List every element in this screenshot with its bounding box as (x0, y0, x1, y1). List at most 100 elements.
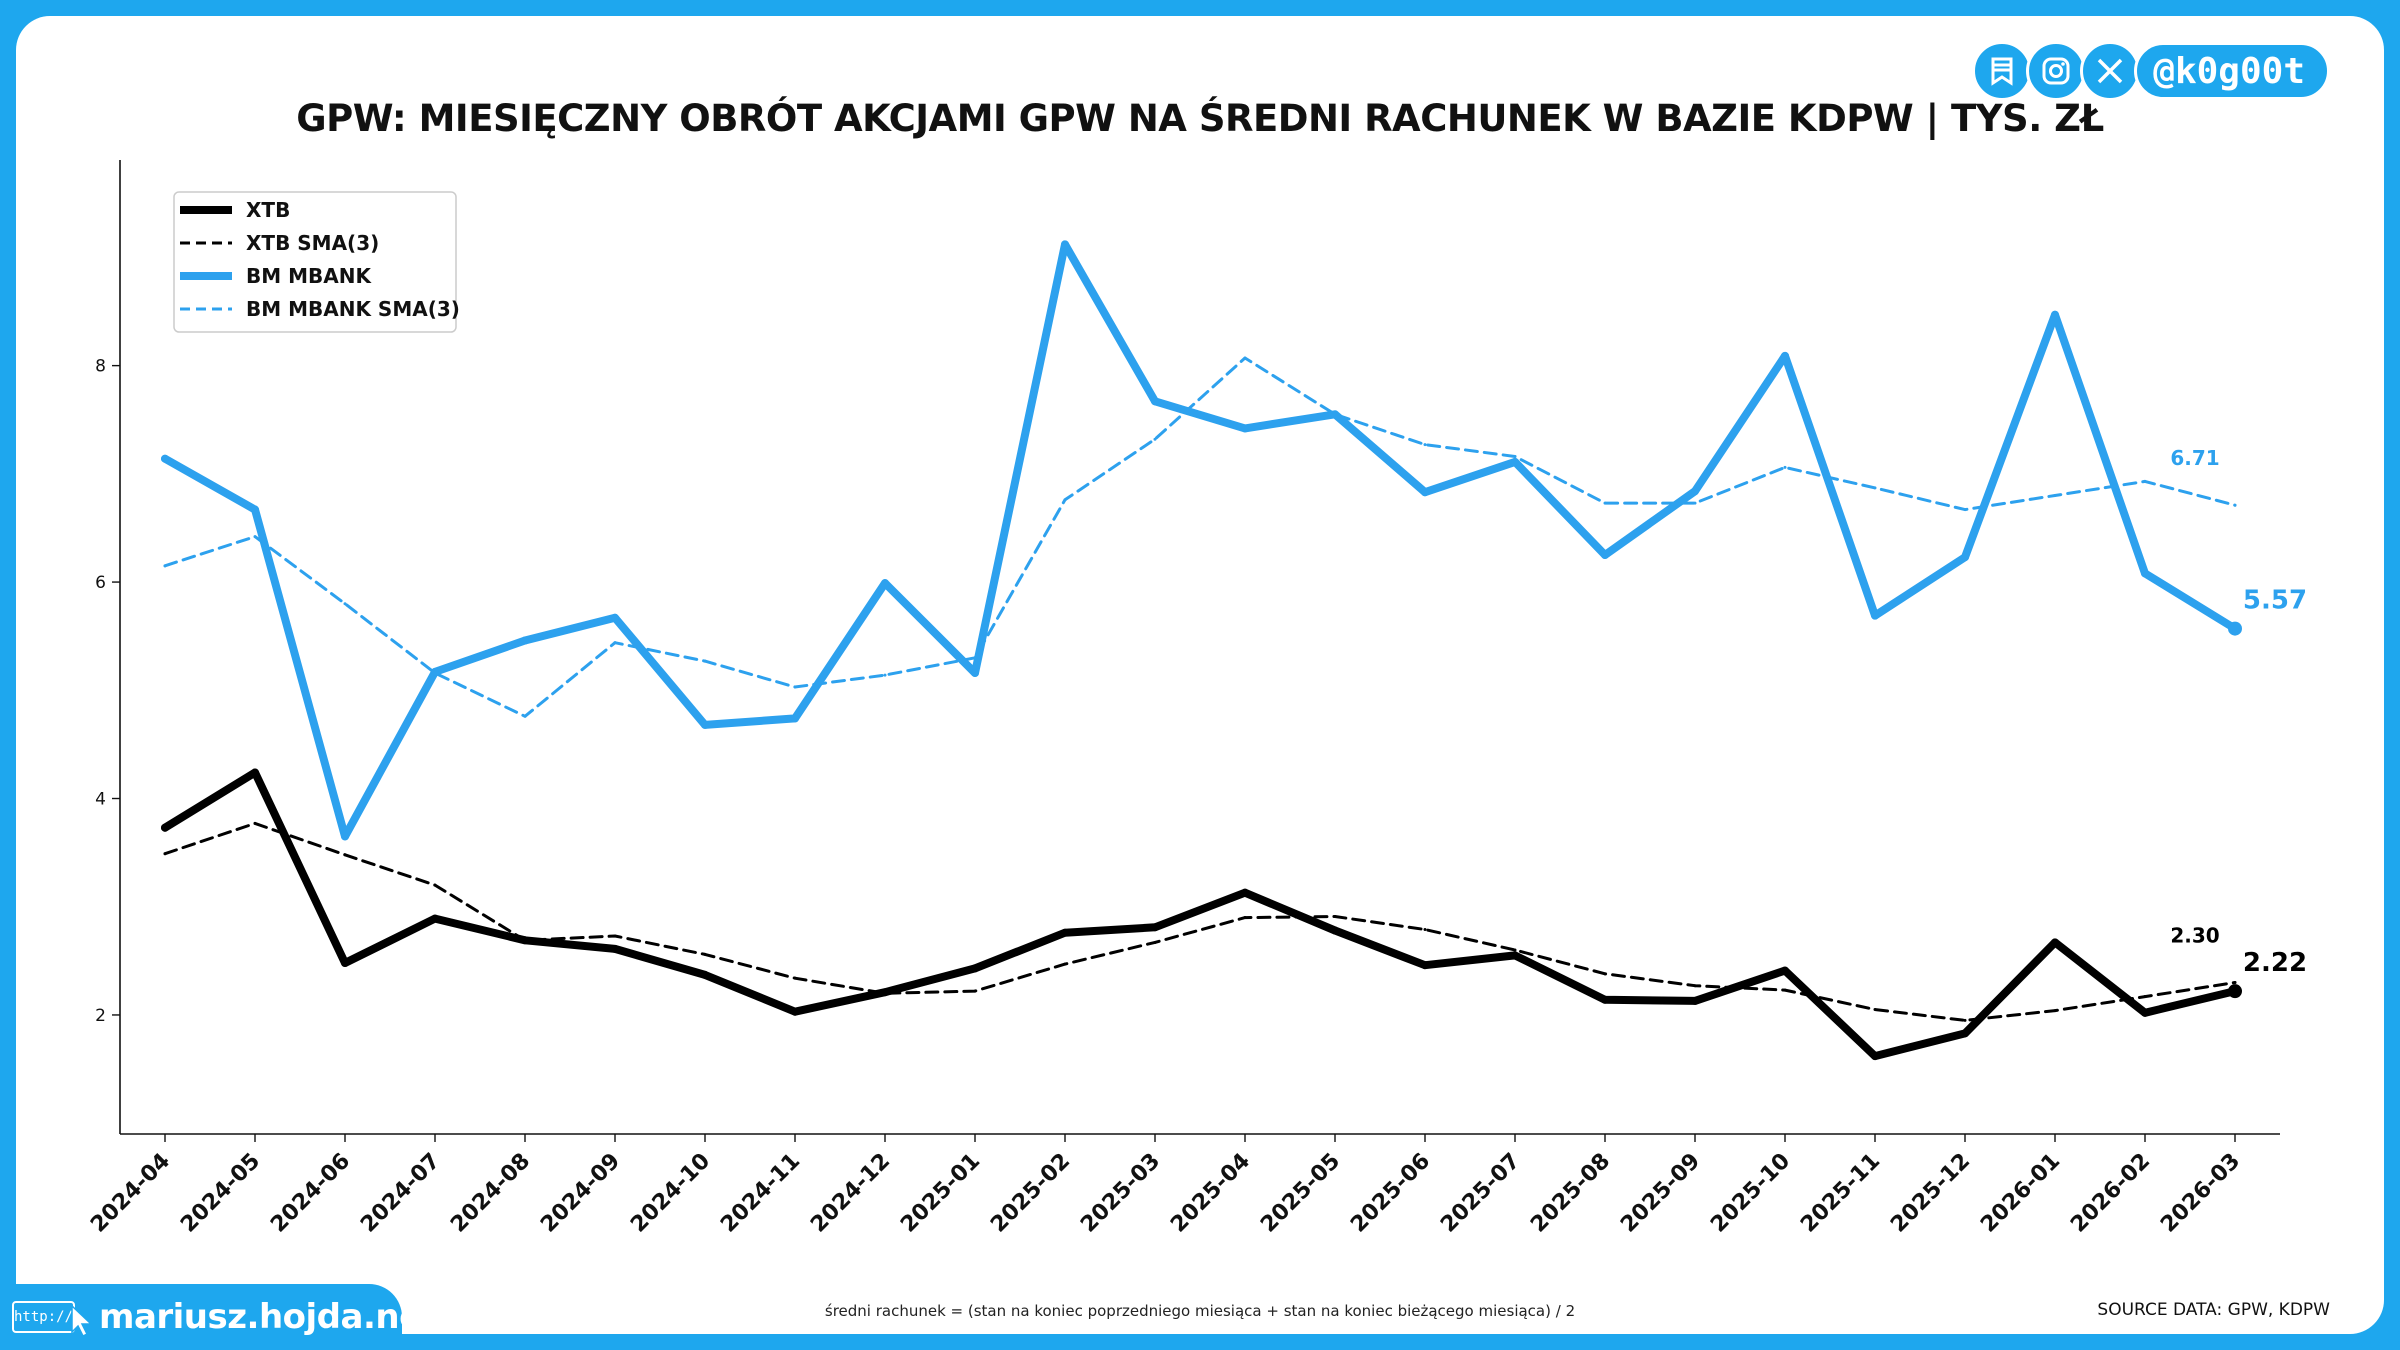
website-name: mariusz.hojda.net (99, 1297, 438, 1337)
data-point (1421, 488, 1429, 497)
data-point (1511, 951, 1519, 960)
data-point (1513, 455, 1517, 459)
chart-legend: XTB XTB SMA(3) BM MBANK BM MBANK SMA(3) (173, 191, 460, 333)
data-point (881, 988, 889, 997)
data-point (1513, 948, 1517, 952)
end-value-label: 6.71 (2170, 446, 2219, 470)
end-point-marker (2228, 984, 2242, 999)
data-point (883, 673, 887, 677)
data-point (2233, 980, 2237, 984)
x-tick-label: 2025-08 (1526, 1149, 1615, 1238)
data-point (1601, 995, 1609, 1004)
data-point (163, 564, 167, 568)
data-point (611, 944, 619, 953)
x-tick-label: 2024-09 (536, 1149, 625, 1238)
data-point (1153, 437, 1157, 441)
x-tick-label: 2025-01 (896, 1149, 985, 1238)
data-point (971, 668, 979, 677)
x-tick-label: 2024-11 (716, 1149, 805, 1238)
data-point (521, 636, 529, 645)
data-point (431, 914, 439, 923)
chart-title: GPW: MIESIĘCZNY OBRÓT AKCJAMI GPW NA ŚRE… (296, 97, 2104, 140)
data-point (1423, 927, 1427, 931)
data-point (1333, 914, 1337, 918)
data-point (1511, 457, 1519, 466)
data-point (1603, 501, 1607, 505)
x-tick-label: 2025-05 (1256, 1149, 1345, 1238)
data-point (1963, 508, 1967, 512)
social-handle[interactable]: @k0g00t (2134, 42, 2330, 100)
data-point (971, 964, 979, 973)
data-point (433, 883, 437, 887)
x-tick-label: 2024-12 (806, 1149, 895, 1238)
data-point (701, 720, 709, 729)
x-tick-label: 2025-04 (1166, 1149, 1255, 1238)
data-point (2141, 569, 2149, 578)
data-point (1243, 916, 1247, 920)
source-label: SOURCE DATA: GPW, KDPW (2097, 1300, 2330, 1320)
x-tick-label: 2024-08 (446, 1149, 535, 1238)
x-tick-label: 2025-11 (1796, 1149, 1885, 1238)
data-point (161, 454, 169, 463)
data-point (1871, 1052, 1879, 1061)
legend-box (173, 191, 457, 333)
legend-label: BM MBANK (246, 264, 372, 288)
data-point (431, 667, 439, 676)
x-tick-label: 2025-10 (1706, 1149, 1795, 1238)
data-point (1063, 498, 1067, 502)
data-point (1331, 926, 1339, 935)
data-point (341, 959, 349, 968)
series-line-bm-mbank-sma-3- (163, 356, 2237, 718)
social-links: @k0g00t (1972, 40, 2330, 102)
data-point (1873, 1008, 1877, 1012)
data-point (1061, 928, 1069, 937)
x-tick-label: 2025-06 (1346, 1149, 1435, 1238)
instagram-icon[interactable] (2026, 41, 2087, 101)
data-point (1421, 961, 1429, 970)
data-point (703, 659, 707, 663)
legend-label: BM MBANK SMA(3) (246, 297, 460, 321)
x-tick-label: 2024-04 (86, 1149, 175, 1238)
x-tick-label: 2025-12 (1886, 1149, 1975, 1238)
x-icon[interactable] (2080, 41, 2141, 101)
x-tick-label: 2025-03 (1076, 1149, 1165, 1238)
data-point (2143, 995, 2147, 999)
data-point (1693, 501, 1697, 505)
x-tick-label: 2024-06 (266, 1149, 355, 1238)
data-point (613, 934, 617, 938)
bookmark-icon[interactable] (1972, 41, 2033, 101)
data-point (973, 989, 977, 993)
data-point (791, 714, 799, 723)
data-point (1781, 966, 1789, 975)
data-point (613, 641, 617, 645)
x-tick-label: 2026-03 (2156, 1149, 2245, 1238)
x-tick-label: 2025-02 (986, 1149, 1075, 1238)
x-tick-label: 2025-07 (1436, 1149, 1525, 1238)
data-point (523, 714, 527, 718)
data-point (1783, 465, 1787, 469)
x-tick-label: 2024-05 (176, 1149, 265, 1238)
website-badge[interactable]: http:// mariusz.hojda.net (0, 1284, 438, 1350)
data-point (2143, 479, 2147, 483)
data-point (1691, 487, 1699, 496)
end-value-label: 2.30 (2170, 923, 2219, 947)
data-point (703, 952, 707, 956)
data-point (163, 852, 167, 856)
x-tick-label: 2025-09 (1616, 1149, 1705, 1238)
data-point (1691, 996, 1699, 1005)
data-point (1151, 397, 1159, 406)
end-point-marker (2228, 621, 2242, 636)
series-line-xtb-sma-3- (163, 821, 2237, 1022)
data-point (253, 535, 257, 539)
data-point (793, 976, 797, 980)
series-line-bm-mbank (161, 240, 2239, 841)
end-value-label: 5.57 (2243, 586, 2307, 616)
y-tick-label: 6 (95, 573, 106, 593)
legend-label: XTB SMA(3) (246, 231, 379, 255)
data-point (1331, 410, 1339, 419)
data-point (2141, 1008, 2149, 1017)
y-tick-label: 8 (95, 357, 106, 377)
data-point (1063, 962, 1067, 966)
data-point (251, 505, 259, 514)
